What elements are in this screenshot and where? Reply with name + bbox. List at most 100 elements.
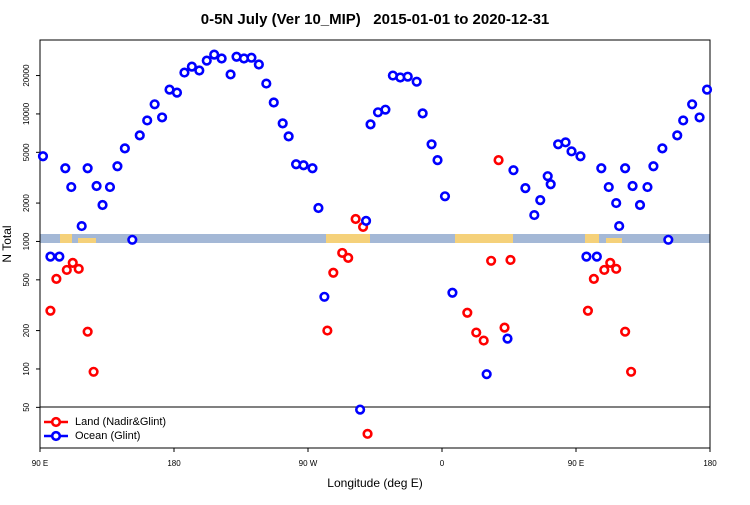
point: [112, 161, 123, 172]
x-tick-label: 90 E: [568, 459, 584, 468]
point: [127, 234, 138, 245]
point: [599, 264, 610, 276]
point: [60, 163, 71, 174]
point: [687, 99, 698, 110]
point: [194, 65, 205, 76]
point: [313, 202, 324, 214]
y-tick-label: 20000: [22, 64, 31, 87]
point: [588, 273, 599, 284]
y-tick-label: 10000: [22, 102, 31, 125]
point: [701, 84, 713, 95]
plot-frame: [39, 39, 711, 449]
point: [350, 213, 361, 225]
point: [225, 69, 236, 80]
point: [149, 99, 160, 110]
point: [627, 180, 638, 192]
point: [611, 197, 622, 209]
point: [37, 151, 49, 162]
y-tick-label: 1000: [22, 232, 31, 250]
point: [307, 163, 318, 174]
point: [134, 130, 145, 141]
point: [642, 181, 653, 193]
x-tick-label: 90 W: [299, 459, 318, 468]
point: [439, 191, 451, 202]
point: [603, 181, 614, 193]
y-tick-label: 100: [22, 362, 31, 376]
point: [634, 199, 646, 211]
y-tick-label: 200: [22, 323, 31, 337]
point: [298, 160, 309, 171]
point: [343, 252, 354, 264]
point: [426, 139, 437, 150]
point: [611, 263, 622, 274]
point: [462, 307, 473, 318]
point: [45, 251, 56, 262]
y-tick-label: 2000: [22, 194, 31, 212]
point: [560, 137, 571, 148]
point: [535, 194, 546, 206]
point: [542, 171, 553, 182]
point: [493, 155, 504, 166]
point: [216, 53, 227, 64]
point: [246, 52, 257, 63]
point: [614, 220, 625, 232]
point: [277, 118, 288, 129]
point: [268, 97, 279, 108]
point: [417, 108, 428, 119]
point: [186, 61, 197, 72]
point: [625, 366, 637, 377]
point: [520, 183, 531, 194]
point: [620, 163, 631, 174]
y-tick-label: 50: [22, 402, 31, 411]
point: [283, 131, 294, 142]
point: [529, 209, 540, 221]
point: [502, 333, 513, 344]
point: [45, 305, 56, 316]
point: [355, 404, 366, 415]
point: [51, 273, 62, 284]
legend-label: Ocean (Glint): [75, 430, 140, 442]
legend-label: Land (Nadir&Glint): [75, 416, 166, 428]
x-tick-label: 180: [167, 459, 181, 468]
legend-marker: [50, 416, 62, 428]
point: [88, 366, 99, 377]
x-tick-label: 180: [703, 459, 717, 468]
point: [66, 181, 77, 193]
point: [380, 104, 391, 115]
point: [171, 87, 183, 98]
point: [261, 78, 272, 89]
point: [471, 327, 482, 338]
point: [142, 115, 153, 126]
point: [478, 335, 489, 346]
point: [73, 263, 84, 274]
point: [672, 130, 683, 141]
point: [694, 112, 705, 123]
point: [362, 428, 373, 439]
x-axis-label: Longitude (deg E): [327, 476, 422, 490]
point: [596, 163, 607, 174]
y-axis-label: N Total: [0, 225, 14, 262]
point: [411, 76, 422, 87]
point: [76, 220, 87, 232]
point: [582, 305, 594, 316]
point: [432, 155, 443, 166]
point: [104, 181, 116, 193]
point: [328, 267, 339, 278]
point: [486, 255, 497, 266]
point: [605, 257, 616, 268]
point: [402, 71, 413, 82]
point: [591, 251, 602, 262]
map-strip: [40, 234, 710, 243]
point: [505, 254, 516, 266]
point: [481, 369, 492, 380]
point: [365, 119, 376, 130]
point: [581, 251, 592, 262]
chart-title: 0-5N July (Ver 10_MIP) 2015-01-01 to 202…: [201, 11, 550, 28]
point: [97, 199, 108, 211]
point: [319, 291, 330, 302]
point: [179, 67, 190, 78]
y-tick-label: 5000: [22, 143, 31, 161]
point: [61, 264, 72, 276]
point: [54, 251, 65, 262]
